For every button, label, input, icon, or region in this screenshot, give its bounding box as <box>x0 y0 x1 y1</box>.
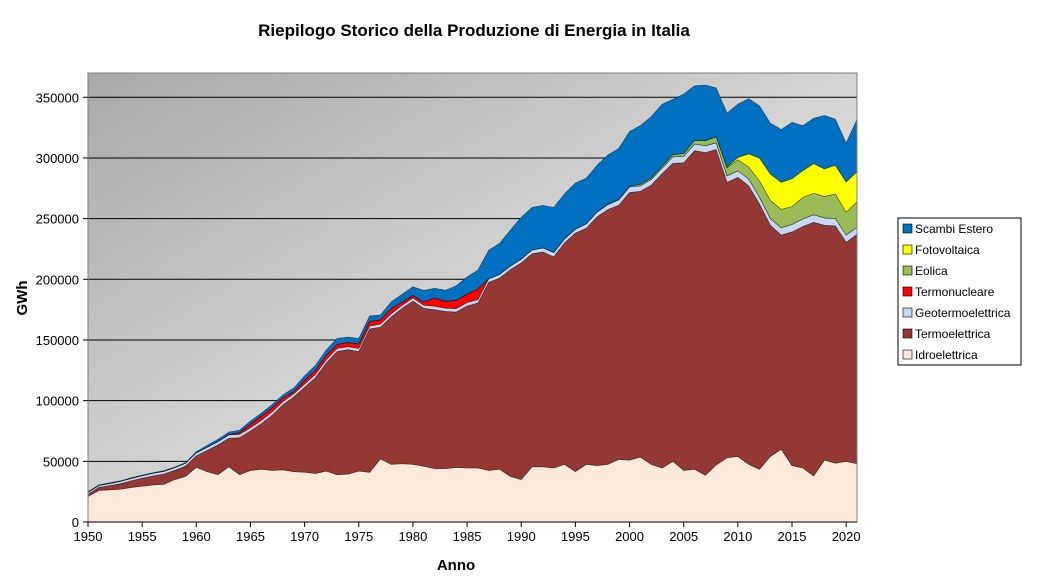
x-tick-label: 1955 <box>128 529 157 544</box>
x-tick-label: 1960 <box>182 529 211 544</box>
legend-swatch-idroelettrica <box>902 349 913 360</box>
x-tick-label: 1985 <box>453 529 482 544</box>
legend-label-scambi-estero: Scambi Estero <box>915 222 993 236</box>
y-tick-label: 350000 <box>36 90 79 105</box>
legend-label-eolica: Eolica <box>915 264 948 278</box>
chart-title: Riepilogo Storico della Produzione di En… <box>258 21 690 40</box>
y-axis-ticks: 0 50000 100000 150000 200000 250000 300000 3500… <box>36 90 88 530</box>
legend-swatch-fotovoltaica <box>902 244 913 255</box>
y-tick-label: 0 <box>72 515 79 530</box>
x-tick-label: 1975 <box>344 529 373 544</box>
x-axis-label: Anno <box>437 557 475 574</box>
legend: Scambi Estero Fotovoltaica Eolica Termonucl… <box>897 217 1022 366</box>
x-tick-label: 1995 <box>561 529 590 544</box>
legend-swatch-geotermoelettrica <box>902 307 913 318</box>
legend-swatch-termonucleare <box>902 286 913 297</box>
x-tick-label: 2010 <box>723 529 752 544</box>
legend-swatch-termoelettrica <box>902 328 913 339</box>
x-tick-label: 1965 <box>236 529 265 544</box>
y-tick-label: 50000 <box>43 454 79 469</box>
legend-box <box>897 217 1022 366</box>
y-tick-label: 250000 <box>36 212 79 227</box>
y-tick-label: 100000 <box>36 394 79 409</box>
x-tick-label: 1990 <box>507 529 536 544</box>
x-tick-label: 2015 <box>778 529 807 544</box>
x-tick-label: 2000 <box>615 529 644 544</box>
x-tick-label: 1950 <box>74 529 103 544</box>
legend-swatch-eolica <box>902 265 913 276</box>
legend-label-idroelettrica: Idroelettrica <box>915 348 978 362</box>
y-tick-label: 300000 <box>36 151 79 166</box>
x-tick-label: 1980 <box>398 529 427 544</box>
legend-label-fotovoltaica: Fotovoltaica <box>915 243 980 257</box>
y-tick-label: 200000 <box>36 272 79 287</box>
x-tick-label: 1970 <box>290 529 319 544</box>
x-tick-label: 2005 <box>669 529 698 544</box>
x-axis-ticks: 1950 1955 1960 1965 1970 1975 1980 1985 1990 1995… <box>74 521 861 544</box>
legend-swatch-scambi-estero <box>902 223 913 234</box>
legend-label-termoelettrica: Termoelettrica <box>915 327 991 341</box>
x-tick-label: 2020 <box>832 529 861 544</box>
legend-label-geotermoelettrica: Geotermoelettrica <box>915 306 1011 320</box>
y-axis-label: GWh <box>14 281 31 316</box>
legend-label-termonucleare: Termonucleare <box>915 285 995 299</box>
y-tick-label: 150000 <box>36 333 79 348</box>
stacked-areas <box>87 84 858 523</box>
